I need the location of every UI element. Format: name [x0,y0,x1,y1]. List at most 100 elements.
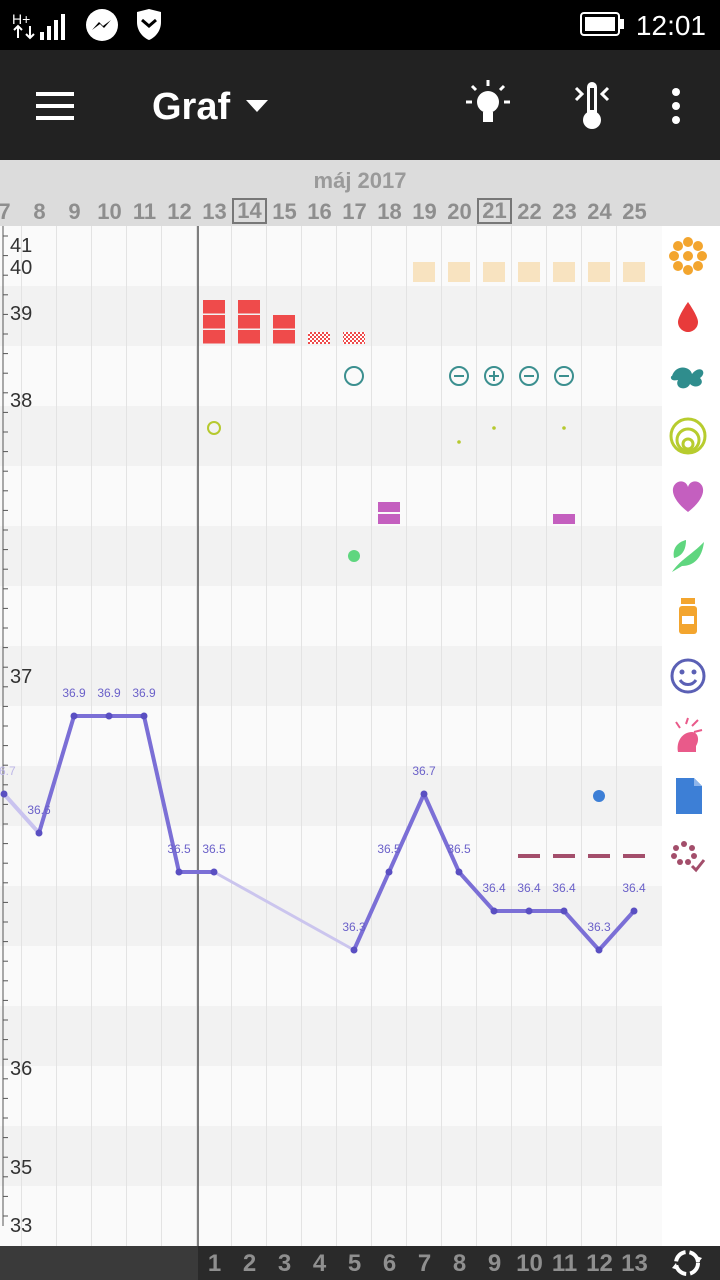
leaf-icon[interactable] [666,534,710,578]
temperature-point [595,946,603,954]
cervix-marker [207,421,221,435]
date-header-day[interactable]: 20 [447,199,472,224]
cycle-day-label[interactable]: 10 [516,1250,543,1277]
date-header-day[interactable]: 18 [377,199,402,224]
cycle-day-label[interactable]: 2 [242,1250,257,1277]
battery-icon [580,12,624,36]
cycle-day-label[interactable]: 4 [312,1250,327,1277]
chart-row-band [0,1126,662,1186]
date-header-day[interactable]: 9 [68,199,81,224]
date-header-day[interactable]: 14 [232,198,267,224]
symptom-icon[interactable] [666,834,710,878]
cycle-day-label[interactable]: 3 [277,1250,292,1277]
chart-row-band [0,346,662,406]
bleeding-marker [273,330,295,344]
date-header-day[interactable]: 23 [552,199,577,224]
note-marker [593,790,605,802]
sync-icon[interactable] [670,1248,704,1278]
date-header-day[interactable]: 19 [412,199,437,224]
date-header-day[interactable]: 17 [342,199,367,224]
temperature-label: 36.3 [587,920,611,934]
date-header-day[interactable]: 8 [33,199,46,224]
cervix-dot-marker [457,440,461,444]
temperature-line-segment [37,714,76,835]
date-header-day[interactable]: 25 [622,199,647,224]
chart-row-band [0,826,662,886]
messenger-icon [86,9,118,41]
splash-icon[interactable] [666,354,710,398]
medicine-icon[interactable] [666,594,710,638]
y-axis-label: 35 [10,1157,32,1179]
date-header-day[interactable]: 11 [132,199,157,224]
thermometer-icon[interactable] [572,80,612,132]
cycle-day-label[interactable]: 13 [621,1250,648,1277]
temperature-label: 36.4 [517,881,541,895]
temperature-line-segment [142,714,181,874]
temperature-line-segment [457,870,496,913]
flower-icon[interactable] [666,234,710,278]
mucus-marker [344,366,364,386]
cycle-day-label[interactable]: 11 [551,1250,578,1277]
fertile-day-marker [483,262,505,282]
heart-icon[interactable] [666,474,710,518]
date-header-day[interactable]: 10 [97,199,122,224]
cycle-day-label[interactable]: 1 [207,1250,222,1277]
test-result-marker [484,366,504,386]
temperature-line-segment [387,792,426,874]
y-axis-label: 41 [10,235,32,257]
temperature-point [455,868,463,876]
overflow-menu-icon[interactable] [668,86,684,128]
cycle-day-label[interactable]: 5 [347,1250,362,1277]
cycle-day-label[interactable]: 9 [487,1250,502,1277]
intimacy-marker [553,514,575,524]
y-axis-label: 38 [10,390,32,412]
temperature-line-segment [562,909,601,952]
dropdown-icon[interactable] [244,98,270,114]
temperature-label: 36.5 [167,842,191,856]
intimacy-marker [378,514,400,524]
symptom-marker [588,854,610,858]
date-header-day[interactable]: 13 [202,199,227,224]
cervix-icon[interactable] [666,414,710,458]
temperature-label: 36.7 [0,764,16,778]
date-header-day[interactable]: 21 [477,198,512,224]
smiley-icon[interactable] [666,654,710,698]
y-axis-label: 36 [10,1058,32,1080]
shield-icon [137,9,161,40]
chart-row-band [0,766,662,826]
bleeding-marker [238,300,260,314]
temperature-point [105,712,113,720]
temperature-point [525,907,533,915]
chart-row-band [0,646,662,706]
bleeding-marker [238,330,260,344]
cycle-day-label[interactable]: 8 [452,1250,467,1277]
drop-icon[interactable] [666,294,710,338]
test-result-marker [519,366,539,386]
chart-row-band [0,1006,662,1066]
cycle-day-label[interactable]: 7 [417,1250,432,1277]
temperature-point [630,907,638,915]
cycle-day-label[interactable]: 12 [586,1250,613,1277]
cycle-day-label[interactable]: 6 [382,1250,397,1277]
temperature-point [175,868,183,876]
page-title[interactable]: Graf [152,86,231,128]
temperature-point [140,712,148,720]
chart-row-band [0,586,662,646]
fertile-day-marker [518,262,540,282]
fertile-day-marker [623,262,645,282]
date-header-day[interactable]: 16 [307,199,332,224]
date-header-day[interactable]: 22 [517,199,542,224]
sprout-icon[interactable] [666,714,710,758]
date-header-day[interactable]: 7 [0,199,11,224]
menu-icon[interactable] [36,90,76,122]
spotting-marker [343,332,365,344]
network-signal-icon: H+ [12,11,65,40]
date-header-day[interactable]: 12 [167,199,192,224]
date-header-day[interactable]: 24 [587,199,612,224]
lightbulb-icon[interactable] [464,78,512,130]
date-header-day[interactable]: 15 [272,199,297,224]
document-icon[interactable] [666,774,710,818]
symptom-marker [553,854,575,858]
temperature-point [420,790,428,798]
